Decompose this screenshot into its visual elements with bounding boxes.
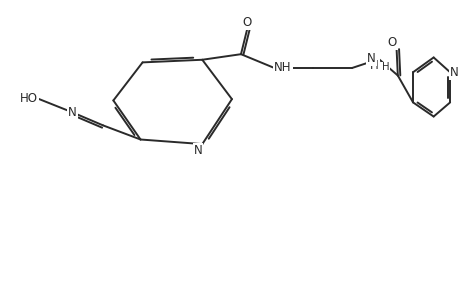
- Text: HO: HO: [20, 92, 38, 105]
- Text: N: N: [366, 52, 375, 64]
- Text: N: N: [67, 106, 76, 119]
- Text: N: N: [449, 66, 458, 79]
- Text: H: H: [381, 62, 388, 72]
- Text: NH: NH: [274, 61, 291, 74]
- Text: N: N: [193, 144, 202, 157]
- Text: H: H: [369, 59, 378, 72]
- Text: O: O: [242, 16, 251, 29]
- Text: O: O: [386, 36, 396, 49]
